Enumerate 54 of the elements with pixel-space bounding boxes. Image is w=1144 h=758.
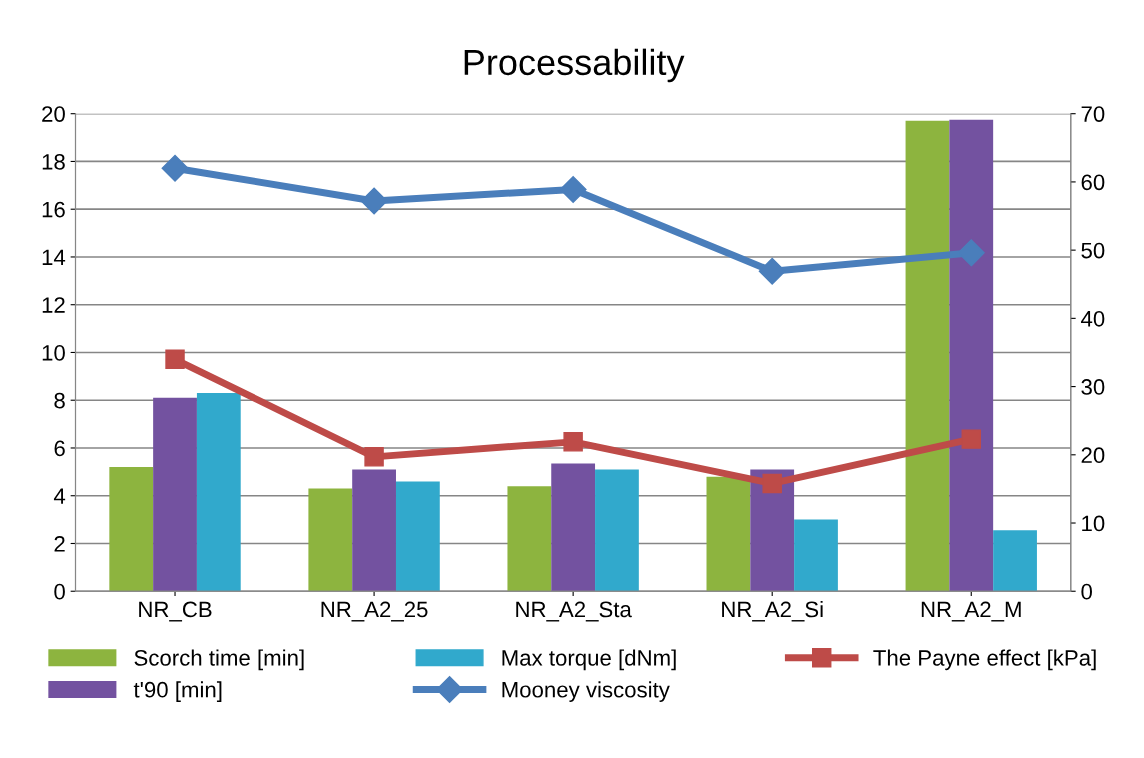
legend-label: t'90 [min] [133, 681, 222, 702]
bar [308, 488, 353, 592]
y-tick-label: 20 [42, 106, 65, 122]
bar [949, 119, 994, 592]
bar [153, 397, 197, 592]
bar [196, 393, 241, 592]
point [758, 257, 786, 285]
point [165, 349, 185, 370]
bar [794, 519, 838, 592]
bar [595, 469, 639, 592]
x-tick-label: NR_A2_25 [321, 601, 428, 622]
point [961, 429, 981, 449]
x-tick-label: NR_A2_Si [722, 600, 823, 622]
bar [507, 486, 552, 592]
legend-label: Mooney viscosity [502, 681, 670, 702]
point [762, 473, 782, 494]
bar [109, 467, 154, 592]
y2-tick-label: 50 [1081, 242, 1105, 259]
point [559, 175, 587, 203]
legend-label: The Payne effect [kPa] [873, 649, 1096, 671]
y-tick-label: 16 [42, 201, 65, 218]
x-tick-label: NR_A2_Sta [516, 601, 632, 622]
legend-label: Max torque [dNm] [502, 649, 676, 671]
y2-tick-label: 10 [1082, 515, 1105, 532]
y-tick-label: 6 [54, 440, 65, 457]
legend-label: Scorch time [min] [134, 649, 304, 671]
bar [352, 469, 396, 592]
point [563, 432, 583, 452]
y2-tick-label: 60 [1081, 174, 1105, 191]
point [161, 154, 189, 182]
y2-tick-label: 40 [1081, 310, 1105, 327]
y2-tick-label: 70 [1081, 106, 1105, 122]
bar [993, 530, 1037, 592]
y2-tick-label: 30 [1081, 379, 1105, 395]
bar [905, 120, 950, 592]
y-tick-label: 2 [54, 536, 65, 552]
y-tick-label: 4 [53, 488, 66, 504]
y-tick-label: 14 [42, 249, 66, 266]
bar [706, 476, 751, 592]
y2-tick-label: 20 [1081, 447, 1105, 464]
bar [395, 481, 440, 592]
point [360, 187, 388, 215]
point [364, 447, 384, 467]
y-tick-label: 8 [54, 392, 65, 409]
y-tick-label: 10 [42, 345, 65, 361]
chart-title: Processability [464, 48, 685, 83]
bar [551, 463, 596, 592]
x-tick-label: NR_CB [139, 601, 212, 622]
x-tick-label: NR_A2_M [921, 601, 1021, 622]
y2-tick-label: 0 [1081, 583, 1092, 600]
y-tick-label: 12 [42, 297, 65, 313]
y-tick-label: 18 [42, 153, 65, 170]
y-tick-label: 0 [54, 583, 65, 600]
point [957, 239, 985, 267]
